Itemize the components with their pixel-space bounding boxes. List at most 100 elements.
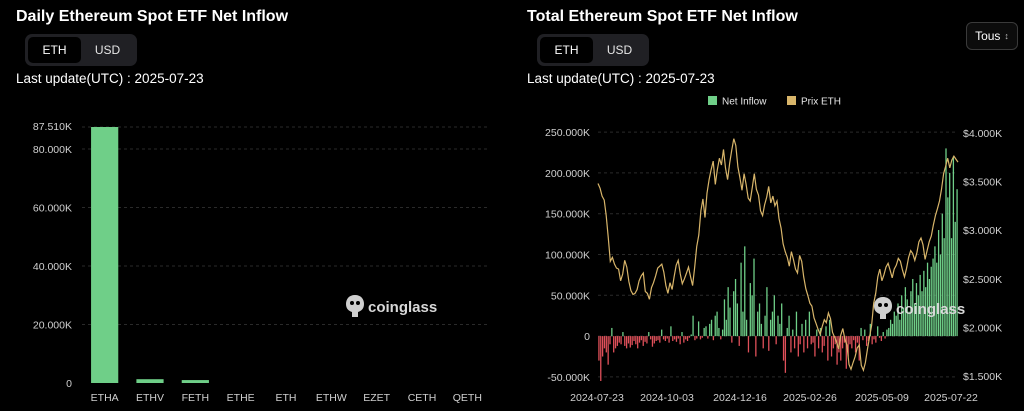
net-inflow-bar bbox=[832, 336, 835, 349]
daily-bar-feth bbox=[181, 380, 209, 383]
daily-x-tick-label: ETHW bbox=[316, 392, 347, 404]
net-inflow-bar bbox=[816, 329, 818, 337]
net-inflow-bar bbox=[664, 336, 667, 342]
net-inflow-bar bbox=[601, 336, 604, 357]
net-inflow-bar bbox=[614, 336, 617, 349]
daily-x-tick-label: ETH bbox=[276, 392, 297, 404]
net-inflow-bar bbox=[845, 336, 847, 369]
daily-bar-etha bbox=[91, 127, 119, 383]
net-inflow-bar bbox=[627, 336, 630, 344]
net-inflow-bar bbox=[661, 329, 663, 337]
net-inflow-bar bbox=[755, 336, 757, 357]
net-inflow-bar bbox=[956, 189, 958, 337]
net-inflow-bar bbox=[880, 336, 883, 342]
net-inflow-bar bbox=[757, 311, 759, 337]
net-inflow-bar bbox=[912, 278, 914, 337]
legend-label-net-inflow: Net Inflow bbox=[722, 97, 767, 108]
net-inflow-bar bbox=[773, 295, 775, 337]
total-toggle-usd[interactable]: USD bbox=[606, 43, 633, 57]
net-inflow-bar bbox=[891, 323, 894, 337]
net-inflow-bar bbox=[941, 213, 943, 337]
net-inflow-bar bbox=[853, 336, 855, 341]
net-inflow-bar bbox=[904, 287, 907, 337]
net-inflow-bar bbox=[605, 336, 607, 353]
net-inflow-bar bbox=[603, 336, 606, 349]
net-inflow-bar bbox=[777, 315, 779, 337]
net-inflow-bar bbox=[688, 336, 691, 338]
coinglass-watermark: coinglass bbox=[346, 295, 437, 317]
net-inflow-bar bbox=[919, 274, 921, 337]
daily-y-tick-label: 20.000K bbox=[33, 319, 72, 331]
net-inflow-bar bbox=[884, 336, 886, 339]
net-inflow-bar bbox=[679, 336, 681, 345]
net-inflow-bar bbox=[745, 319, 748, 337]
total-inflow-chart: Net Inflow Prix ETH -50.000K 0 50.000K 100.00… bbox=[545, 96, 1002, 404]
net-inflow-bar bbox=[646, 336, 648, 344]
net-inflow-bar bbox=[799, 336, 801, 345]
net-inflow-bar bbox=[829, 319, 831, 337]
net-inflow-bar bbox=[625, 336, 628, 349]
coinglass-watermark: coinglass bbox=[874, 297, 965, 319]
net-inflow-bar bbox=[637, 336, 639, 349]
net-inflow-bar bbox=[788, 315, 790, 337]
net-inflow-bar bbox=[622, 332, 624, 337]
total-x-tick-label: 2024-07-23 bbox=[570, 392, 624, 404]
net-inflow-bar bbox=[657, 336, 659, 341]
total-y-left-tick-label: 50.000K bbox=[551, 290, 590, 302]
net-inflow-bar bbox=[710, 319, 713, 337]
net-inflow-bar bbox=[718, 327, 720, 337]
net-inflow-bar bbox=[860, 327, 862, 337]
daily-x-tick-label: ETHA bbox=[91, 392, 119, 404]
net-inflow-bar bbox=[840, 336, 842, 361]
total-y-right-tick-label: $3.000K bbox=[963, 225, 1002, 237]
net-inflow-bar bbox=[607, 336, 609, 365]
net-inflow-bar bbox=[733, 291, 735, 337]
net-inflow-series bbox=[598, 148, 958, 381]
net-inflow-bar bbox=[827, 336, 829, 361]
range-select[interactable]: Tous ↕ bbox=[966, 22, 1018, 50]
net-inflow-bar bbox=[609, 336, 611, 345]
net-inflow-bar bbox=[928, 278, 931, 337]
net-inflow-bar bbox=[731, 336, 733, 343]
net-inflow-bar bbox=[878, 336, 881, 338]
daily-toggle-eth[interactable]: ETH bbox=[28, 37, 81, 63]
daily-toggle-usd[interactable]: USD bbox=[94, 43, 121, 57]
net-inflow-bar bbox=[751, 295, 753, 337]
net-inflow-bar bbox=[712, 336, 715, 341]
net-inflow-bar bbox=[753, 258, 755, 337]
total-legend: Net Inflow Prix ETH bbox=[708, 96, 841, 108]
net-inflow-bar bbox=[897, 303, 899, 337]
net-inflow-bar bbox=[830, 336, 833, 357]
daily-x-tick-label: ETHV bbox=[136, 392, 164, 404]
net-inflow-bar bbox=[720, 336, 722, 340]
net-inflow-bar bbox=[749, 283, 751, 337]
net-inflow-bar bbox=[686, 336, 689, 342]
net-inflow-bar bbox=[910, 291, 912, 337]
net-inflow-bar bbox=[716, 311, 718, 337]
net-inflow-bar bbox=[823, 336, 825, 346]
net-inflow-bar bbox=[925, 287, 927, 337]
net-inflow-bar bbox=[888, 327, 890, 337]
total-toggle-eth[interactable]: ETH bbox=[540, 37, 593, 63]
net-inflow-bar bbox=[952, 156, 955, 337]
net-inflow-bar bbox=[611, 327, 613, 337]
net-inflow-bar bbox=[697, 321, 700, 337]
net-inflow-bar bbox=[760, 323, 763, 337]
net-inflow-bar bbox=[814, 336, 816, 357]
net-inflow-bar bbox=[666, 336, 668, 339]
net-inflow-bar bbox=[926, 262, 929, 337]
total-x-tick-label: 2025-07-22 bbox=[924, 392, 978, 404]
net-inflow-bar bbox=[849, 336, 851, 345]
coinglass-logo-icon bbox=[874, 297, 892, 319]
total-inflow-panel: Total Ethereum Spot ETF Net Inflow ETH U… bbox=[512, 0, 1024, 411]
net-inflow-bar bbox=[882, 332, 884, 337]
legend-swatch-prix-eth bbox=[787, 96, 796, 105]
net-inflow-bar bbox=[648, 332, 650, 337]
net-inflow-bar bbox=[847, 336, 849, 357]
net-inflow-bar bbox=[795, 311, 798, 337]
net-inflow-bar bbox=[651, 336, 654, 347]
daily-bar-ethv bbox=[136, 379, 164, 383]
net-inflow-bar bbox=[825, 326, 827, 337]
net-inflow-bar bbox=[618, 336, 620, 343]
net-inflow-bar bbox=[779, 323, 781, 337]
